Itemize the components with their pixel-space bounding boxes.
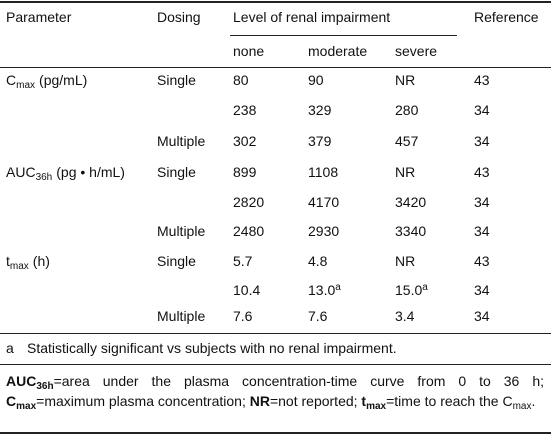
header-group: Level of renal impairment <box>233 9 391 25</box>
header-moderate: moderate <box>308 43 368 59</box>
value-cell: 90 <box>308 72 324 88</box>
reference-cell: 34 <box>474 223 490 239</box>
parameter-cell: Cmax (pg/mL) <box>6 72 88 91</box>
value-cell: 2480 <box>233 223 265 239</box>
header-parameter: Parameter <box>6 9 72 25</box>
value-text: 15.0 <box>395 282 423 298</box>
dosing-cell: Multiple <box>157 133 206 149</box>
value-cell: 5.7 <box>233 253 253 269</box>
header-severe: severe <box>395 43 438 59</box>
abbreviations: AUC36h=area under the plasma concentrati… <box>6 372 544 411</box>
parameter-subscript: max <box>9 261 29 272</box>
dosing-cell: Single <box>157 253 196 269</box>
abbr-definition: =maximum plasma concentration; <box>36 392 246 409</box>
value-cell: 3.4 <box>395 308 415 324</box>
abbr-term-text: t <box>361 392 367 409</box>
parameter-cell: tmax (h) <box>6 253 50 272</box>
reference-cell: 34 <box>474 308 490 324</box>
reference-cell: 43 <box>474 253 490 269</box>
value-cell: NR <box>395 164 416 180</box>
abbr-term: Cmax <box>6 392 37 412</box>
value-cell: 2820 <box>233 194 265 210</box>
value-cell: 7.6 <box>308 308 328 324</box>
header-rule <box>0 67 551 68</box>
value-cell: 457 <box>395 133 419 149</box>
footnote-rule <box>0 364 551 365</box>
value-cell: 238 <box>233 102 257 118</box>
abbr-term-text: C <box>6 392 17 409</box>
body-rule <box>0 333 551 334</box>
value-note: a <box>422 282 428 293</box>
bottom-rule <box>0 432 551 434</box>
value-note: a <box>335 282 341 293</box>
value-cell: 280 <box>395 102 419 118</box>
footnote-mark: a <box>6 340 14 356</box>
value-cell: 899 <box>233 164 257 180</box>
abbr-definition: =not reported; <box>269 392 358 409</box>
value-cell: NR <box>395 72 416 88</box>
abbr-term-text: NR <box>249 392 270 409</box>
abbr-term-sub: max <box>16 400 37 412</box>
abbr-term: NR <box>250 393 270 409</box>
footnote-text: Statistically significant vs subjects wi… <box>27 340 397 356</box>
header-reference: Reference <box>474 9 539 25</box>
abbr-definition-end: . <box>531 392 536 409</box>
reference-cell: 43 <box>474 72 490 88</box>
group-rule <box>230 35 457 36</box>
parameter-symbol: AUC <box>6 164 36 180</box>
abbr-term-text: AUC <box>6 373 37 389</box>
abbr-definition: =area under the plasma concentration-tim… <box>53 373 544 389</box>
value-text: 13.0 <box>308 282 336 298</box>
dosing-cell: Single <box>157 72 196 88</box>
reference-cell: 34 <box>474 194 490 210</box>
value-cell: 379 <box>308 133 332 149</box>
reference-cell: 34 <box>474 282 490 298</box>
abbr-term: tmax <box>361 392 387 412</box>
value-cell: 13.0a <box>308 282 341 298</box>
reference-cell: 43 <box>474 164 490 180</box>
parameter-unit: (pg • h/mL) <box>56 164 125 180</box>
abbr-term: AUC36h <box>6 373 54 392</box>
abbr-term-sub: 36h <box>36 381 54 392</box>
dosing-cell: Multiple <box>157 308 206 324</box>
value-cell: 302 <box>233 133 257 149</box>
abbr-term-sub: max <box>366 400 387 412</box>
value-cell: 10.4 <box>233 282 261 298</box>
parameter-subscript: 36h <box>35 172 53 183</box>
parameter-symbol: t <box>6 253 10 269</box>
top-rule <box>0 1 551 3</box>
parameter-subscript: max <box>16 80 36 91</box>
value-cell: 80 <box>233 72 249 88</box>
value-cell: 2930 <box>308 223 340 239</box>
abbr-definition: =time to reach the C <box>386 392 513 409</box>
dosing-cell: Multiple <box>157 223 206 239</box>
dosing-cell: Single <box>157 164 196 180</box>
reference-cell: 34 <box>474 133 490 149</box>
reference-cell: 34 <box>474 102 490 118</box>
parameter-unit: (pg/mL) <box>39 72 88 88</box>
value-cell: 15.0a <box>395 282 428 298</box>
parameter-cell: AUC36h (pg • h/mL) <box>6 164 125 183</box>
value-cell: NR <box>395 253 416 269</box>
abbr-definition-sub: max <box>512 400 532 412</box>
parameter-symbol: C <box>6 72 17 88</box>
header-none: none <box>233 43 265 59</box>
value-cell: 4.8 <box>308 253 328 269</box>
header-dosing: Dosing <box>157 9 201 25</box>
value-cell: 329 <box>308 102 332 118</box>
value-cell: 1108 <box>308 164 339 180</box>
value-cell: 4170 <box>308 194 340 210</box>
parameter-unit: (h) <box>32 253 50 269</box>
value-cell: 3420 <box>395 194 427 210</box>
value-cell: 3340 <box>395 223 427 239</box>
value-cell: 7.6 <box>233 308 253 324</box>
